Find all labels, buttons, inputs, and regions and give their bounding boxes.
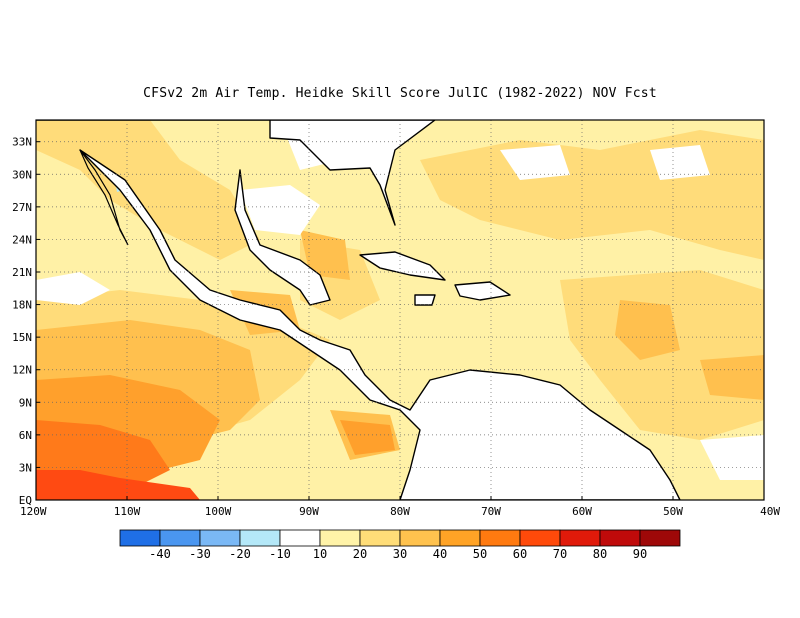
longitude-labels: 120W 110W 100W 90W 80W 70W 60W 50W 40W [20, 496, 780, 518]
lat-tick-label: 3N [19, 461, 32, 474]
colorbar-label: -20 [229, 547, 251, 561]
map-field [36, 120, 764, 500]
lat-tick-label: 6N [19, 429, 32, 442]
colorbar-label: 30 [393, 547, 407, 561]
lat-tick-label: EQ [19, 494, 32, 507]
colorbar-swatch [519, 529, 561, 547]
lon-tick-label: 120W [20, 505, 47, 518]
lon-tick-label: 80W [390, 505, 410, 518]
lat-tick-label: 30N [12, 168, 32, 181]
colorbar-swatch [119, 529, 161, 547]
land-masses [36, 120, 681, 500]
lon-tick-label: 100W [205, 505, 232, 518]
lat-tick-label: 33N [12, 136, 32, 149]
colorbar-swatch [159, 529, 201, 547]
lon-tick-label: 70W [481, 505, 501, 518]
colorbar-label: 90 [633, 547, 647, 561]
colorbar-label: -10 [269, 547, 291, 561]
colorbar-swatch [199, 529, 241, 547]
colorbar-swatch [439, 529, 481, 547]
colorbar-label: 20 [353, 547, 367, 561]
lon-tick-label: 40W [760, 505, 780, 518]
colorbar-swatch [599, 529, 641, 547]
colorbar-swatch [639, 529, 681, 547]
colorbar-label: -30 [189, 547, 211, 561]
gridlines [36, 120, 764, 500]
lat-tick-label: 21N [12, 266, 32, 279]
lat-tick-label: 27N [12, 201, 32, 214]
lat-tick-label: 24N [12, 233, 32, 246]
colorbar-swatch [399, 529, 441, 547]
colorbar-labels: -40 -30 -20 -10 10 20 30 40 50 60 70 80 90 [149, 547, 647, 561]
lat-tick-label: 9N [19, 396, 32, 409]
lat-tick-label: 15N [12, 331, 32, 344]
lat-tick-label: 12N [12, 364, 32, 377]
colorbar-label: 80 [593, 547, 607, 561]
colorbar-swatch [319, 529, 361, 547]
lon-tick-label: 90W [299, 505, 319, 518]
colorbar-label: -40 [149, 547, 171, 561]
colorbar-swatch [559, 529, 601, 547]
lat-tick-label: 18N [12, 299, 32, 312]
lon-tick-label: 50W [663, 505, 683, 518]
map-title: CFSv2 2m Air Temp. Heidke Skill Score Ju… [143, 86, 657, 101]
latitude-labels: EQ 3N 6N 9N 12N 15N 18N 21N 24N 27N 30N 33N [12, 136, 40, 507]
colorbar-label: 10 [313, 547, 327, 561]
lon-tick-label: 110W [114, 505, 141, 518]
colorbar-swatch [479, 529, 521, 547]
lon-tick-label: 60W [572, 505, 592, 518]
colorbar [119, 529, 681, 547]
colorbar-swatch [359, 529, 401, 547]
colorbar-label: 50 [473, 547, 487, 561]
colorbar-label: 70 [553, 547, 567, 561]
colorbar-swatch [279, 529, 321, 547]
colorbar-label: 40 [433, 547, 447, 561]
colorbar-label: 60 [513, 547, 527, 561]
colorbar-swatch [239, 529, 281, 547]
